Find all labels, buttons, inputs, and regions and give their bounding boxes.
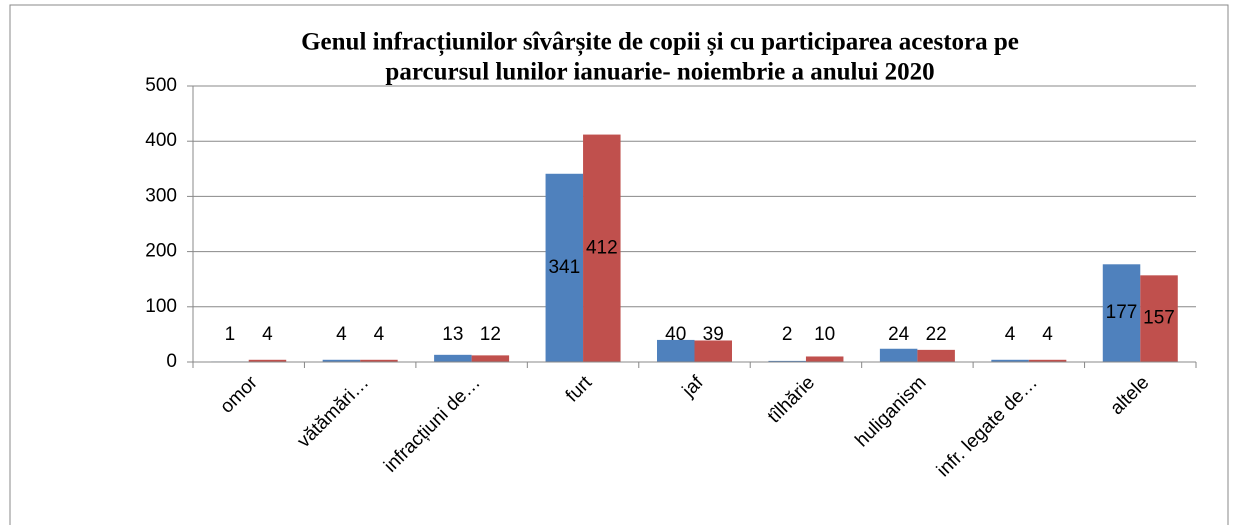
data-label: 4 — [1005, 324, 1016, 345]
data-label: 341 — [548, 257, 580, 278]
y-tick-label: 400 — [145, 130, 177, 151]
bar — [322, 359, 361, 362]
bar — [1140, 275, 1178, 362]
y-tick-label: 100 — [145, 296, 177, 317]
y-tick-label: 300 — [145, 185, 177, 206]
y-tick-label: 200 — [145, 241, 177, 262]
bar — [694, 340, 732, 362]
data-label: 24 — [888, 324, 910, 345]
chart-title-line-2: parcursul lunilor ianuarie- noiembrie a … — [385, 59, 934, 86]
data-label: 13 — [442, 324, 463, 345]
data-label: 412 — [586, 237, 618, 258]
bar — [879, 348, 918, 362]
data-label: 177 — [1106, 302, 1138, 323]
data-label: 4 — [374, 324, 385, 345]
data-label: 10 — [814, 324, 835, 345]
data-label: 4 — [1042, 324, 1053, 345]
data-label: 157 — [1143, 308, 1175, 329]
x-tick-label: tîlhărie — [764, 372, 819, 427]
x-tick-label: vătămări… — [293, 372, 373, 452]
x-tick-label: infr. legate de… — [933, 372, 1042, 481]
bar — [434, 354, 472, 362]
data-label: 22 — [926, 324, 947, 345]
y-tick-label: 500 — [145, 75, 177, 96]
bar — [657, 339, 695, 362]
data-label: 4 — [262, 324, 273, 345]
x-tick-label: omor — [216, 372, 262, 418]
data-label: 1 — [225, 324, 236, 345]
x-tick-label: huliganism — [851, 372, 930, 451]
x-tick-label: altele — [1106, 372, 1153, 419]
chart-title-line-1: Genul infracțiunilor sîvârșite de copii … — [301, 29, 1019, 57]
bar — [545, 173, 584, 362]
bar — [583, 134, 621, 362]
bar — [471, 355, 510, 362]
x-tick-label: infracțiuni de… — [380, 372, 484, 476]
data-label: 39 — [703, 324, 724, 345]
data-label: 12 — [480, 324, 501, 345]
data-label: 4 — [336, 324, 347, 345]
bar — [768, 360, 806, 362]
x-tick-label: jaf — [678, 372, 708, 402]
y-tick-label: 0 — [166, 351, 177, 372]
bar — [360, 359, 398, 362]
bar — [1102, 264, 1141, 362]
x-tick-label: furt — [562, 372, 597, 407]
bar — [917, 349, 955, 362]
data-label: 40 — [665, 324, 686, 345]
bar — [805, 356, 844, 362]
bar — [991, 359, 1029, 362]
chart-border — [9, 4, 1229, 525]
data-label: 2 — [782, 324, 793, 345]
bar — [1028, 359, 1067, 362]
bar — [248, 359, 287, 362]
